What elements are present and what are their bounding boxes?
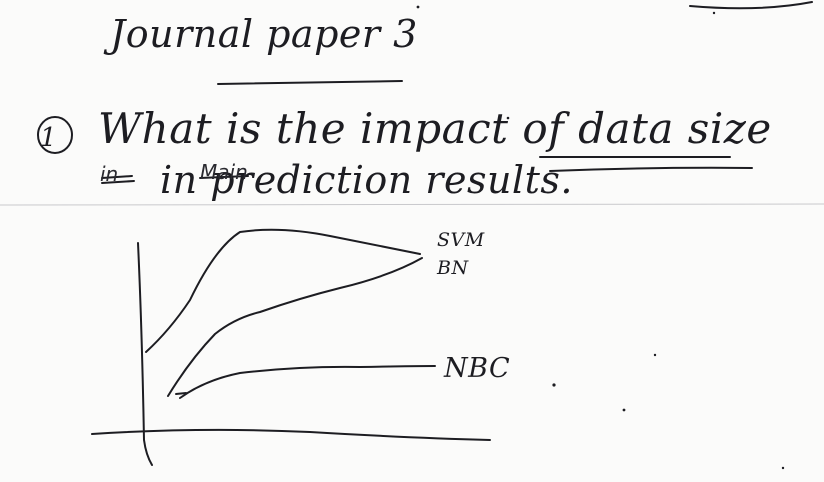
curve-label-bn: BN [437, 257, 469, 279]
y-axis-stroke [137, 242, 153, 466]
stray-dot-1 [552, 383, 556, 387]
strike-mark-3 [199, 175, 249, 179]
question-line-1: What is the impact of data size [98, 104, 772, 153]
question-number: 1 [40, 123, 58, 153]
question-number-circle [37, 116, 73, 154]
data-size-underline-2 [549, 166, 753, 172]
strike-mark-2 [101, 180, 135, 184]
nbc-curve-tail [175, 392, 187, 395]
stray-dot-7 [781, 466, 785, 470]
question-line-2: in prediction results. [160, 158, 573, 202]
stray-dot-6 [712, 11, 716, 15]
nbc-curve [179, 365, 436, 399]
bn-curve [167, 257, 423, 397]
curve-label-svm: SVM [437, 229, 485, 251]
stray-dot-5 [506, 116, 510, 120]
struck-word-2: Main [200, 160, 248, 184]
struck-word-1: in [100, 162, 119, 186]
title-underline [217, 80, 403, 85]
x-axis-stroke [91, 428, 491, 441]
ruled-line [0, 203, 824, 206]
stray-dot-4 [416, 5, 420, 9]
note-title: Journal paper 3 [110, 12, 418, 56]
svm-curve [145, 228, 421, 353]
stray-dot-3 [653, 353, 657, 357]
strike-mark-1 [101, 175, 133, 179]
curve-label-nbc: NBC [444, 353, 511, 384]
stray-dot-2 [622, 408, 626, 412]
top-edge-stroke [689, 1, 813, 10]
